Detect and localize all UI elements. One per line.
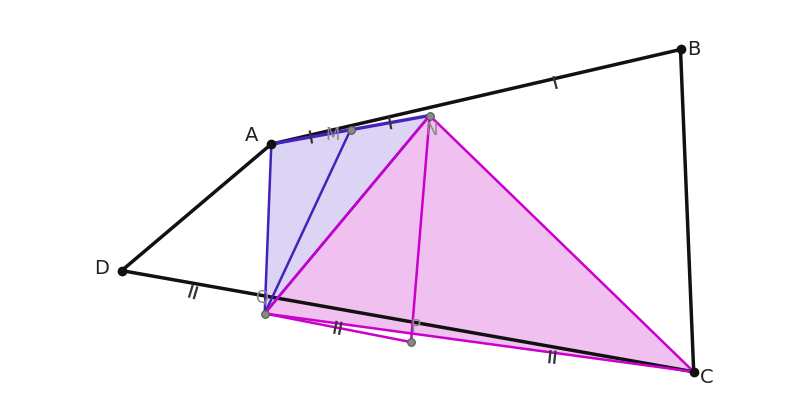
Text: B: B <box>687 40 700 59</box>
Text: N: N <box>426 121 438 139</box>
Polygon shape <box>265 116 694 372</box>
Text: A: A <box>245 126 258 145</box>
Text: D: D <box>94 259 110 278</box>
Text: Q: Q <box>255 289 268 307</box>
Text: P: P <box>410 318 421 336</box>
Polygon shape <box>265 116 430 313</box>
Text: C: C <box>700 368 714 387</box>
Text: M: M <box>326 126 340 144</box>
